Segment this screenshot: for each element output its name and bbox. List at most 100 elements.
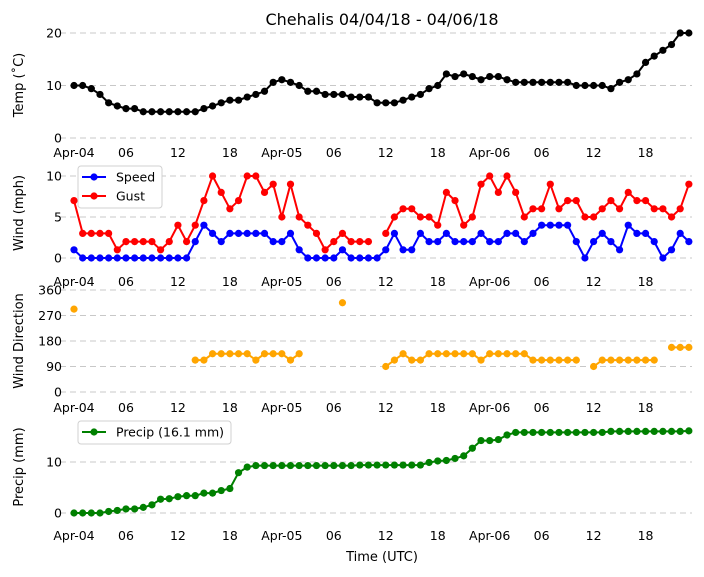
- data-point: [295, 81, 303, 90]
- data-point: [304, 221, 312, 229]
- data-point: [667, 343, 676, 351]
- data-point: [468, 238, 476, 246]
- data-point: [113, 102, 121, 110]
- data-point: [165, 495, 173, 503]
- data-point: [650, 427, 658, 435]
- legend-box: [77, 420, 232, 445]
- data-point: [356, 461, 364, 469]
- data-point: [581, 81, 589, 90]
- data-point: [252, 172, 260, 180]
- data-point: [546, 78, 554, 86]
- x-tick-label: 06: [326, 400, 342, 415]
- data-point: [434, 238, 442, 246]
- data-point: [555, 428, 563, 437]
- x-tick-label: 12: [586, 400, 602, 415]
- data-point: [286, 180, 295, 188]
- data-point: [217, 486, 225, 495]
- y-tick-label: 180: [38, 334, 62, 349]
- x-tick-label: 12: [378, 145, 394, 160]
- data-point: [442, 229, 450, 237]
- data-point: [182, 492, 191, 500]
- data-point: [615, 427, 624, 435]
- data-point: [460, 452, 468, 460]
- data-point: [122, 505, 130, 513]
- data-point: [538, 221, 546, 229]
- data-point: [260, 350, 269, 358]
- data-point: [512, 78, 520, 86]
- data-point: [191, 238, 199, 246]
- x-tick-label: 18: [638, 145, 654, 160]
- data-point: [148, 501, 156, 509]
- data-point: [269, 350, 277, 358]
- data-point: [174, 493, 182, 501]
- data-point: [70, 509, 78, 517]
- x-tick-label: 06: [326, 274, 342, 289]
- data-point: [200, 105, 208, 113]
- data-point: [486, 172, 494, 180]
- data-point: [139, 238, 147, 246]
- data-point: [512, 188, 520, 196]
- data-point: [382, 461, 390, 469]
- data-point: [685, 343, 693, 351]
- series-speed: [70, 221, 693, 262]
- data-point: [408, 356, 416, 364]
- data-point: [113, 506, 121, 515]
- data-point: [382, 229, 390, 237]
- data-point: [96, 254, 104, 262]
- x-tick-label: 06: [118, 528, 134, 543]
- data-point: [373, 461, 381, 469]
- y-tick-label: 20: [46, 26, 62, 41]
- x-tick-label: 06: [326, 528, 342, 543]
- data-point: [234, 229, 243, 237]
- series-precip: [70, 427, 693, 517]
- data-point: [633, 197, 641, 205]
- data-point: [408, 93, 416, 101]
- data-point: [408, 246, 416, 254]
- data-point: [590, 428, 598, 437]
- data-point: [260, 87, 269, 95]
- data-point: [87, 254, 95, 262]
- data-point: [451, 350, 459, 358]
- x-tick-label: 18: [222, 145, 238, 160]
- panel-4: 0 10 Precip (mm) Apr-04 06 12 18 Apr-05 06 12 18 Ap…: [12, 420, 693, 543]
- y-axis-label: Temp (˚C): [11, 53, 27, 119]
- data-point: [564, 356, 572, 364]
- data-point: [217, 188, 225, 196]
- data-point: [312, 461, 321, 470]
- data-point: [641, 427, 650, 435]
- data-point: [676, 427, 684, 435]
- x-tick-label: 18: [430, 145, 446, 160]
- data-point: [390, 356, 399, 364]
- legend-label: Precip (16.1 mm): [116, 425, 224, 440]
- x-tick-label: 18: [222, 274, 238, 289]
- data-point: [399, 205, 407, 213]
- data-point: [667, 246, 676, 254]
- data-point: [425, 213, 433, 221]
- data-point: [572, 428, 580, 437]
- y-tick-label: 0: [54, 385, 62, 400]
- data-point: [312, 229, 321, 237]
- data-point: [96, 229, 104, 237]
- data-point: [633, 229, 641, 237]
- data-point: [157, 254, 165, 262]
- data-point: [442, 456, 450, 465]
- data-point: [425, 85, 433, 93]
- data-point: [356, 93, 364, 101]
- x-tick-label: 18: [638, 528, 654, 543]
- data-point: [607, 85, 615, 93]
- legend-swatch-marker: [90, 173, 98, 181]
- data-point: [676, 343, 684, 351]
- x-tick-label: Apr-04: [53, 274, 94, 289]
- data-point: [278, 350, 286, 358]
- data-point: [390, 213, 399, 221]
- data-point: [79, 81, 87, 90]
- legend-swatch-marker: [90, 192, 98, 200]
- data-point: [546, 221, 554, 229]
- data-point: [564, 197, 572, 205]
- data-point: [650, 52, 658, 60]
- data-point: [512, 229, 520, 237]
- data-point: [286, 78, 295, 86]
- data-point: [174, 254, 182, 262]
- data-point: [486, 238, 494, 246]
- data-point: [685, 180, 693, 188]
